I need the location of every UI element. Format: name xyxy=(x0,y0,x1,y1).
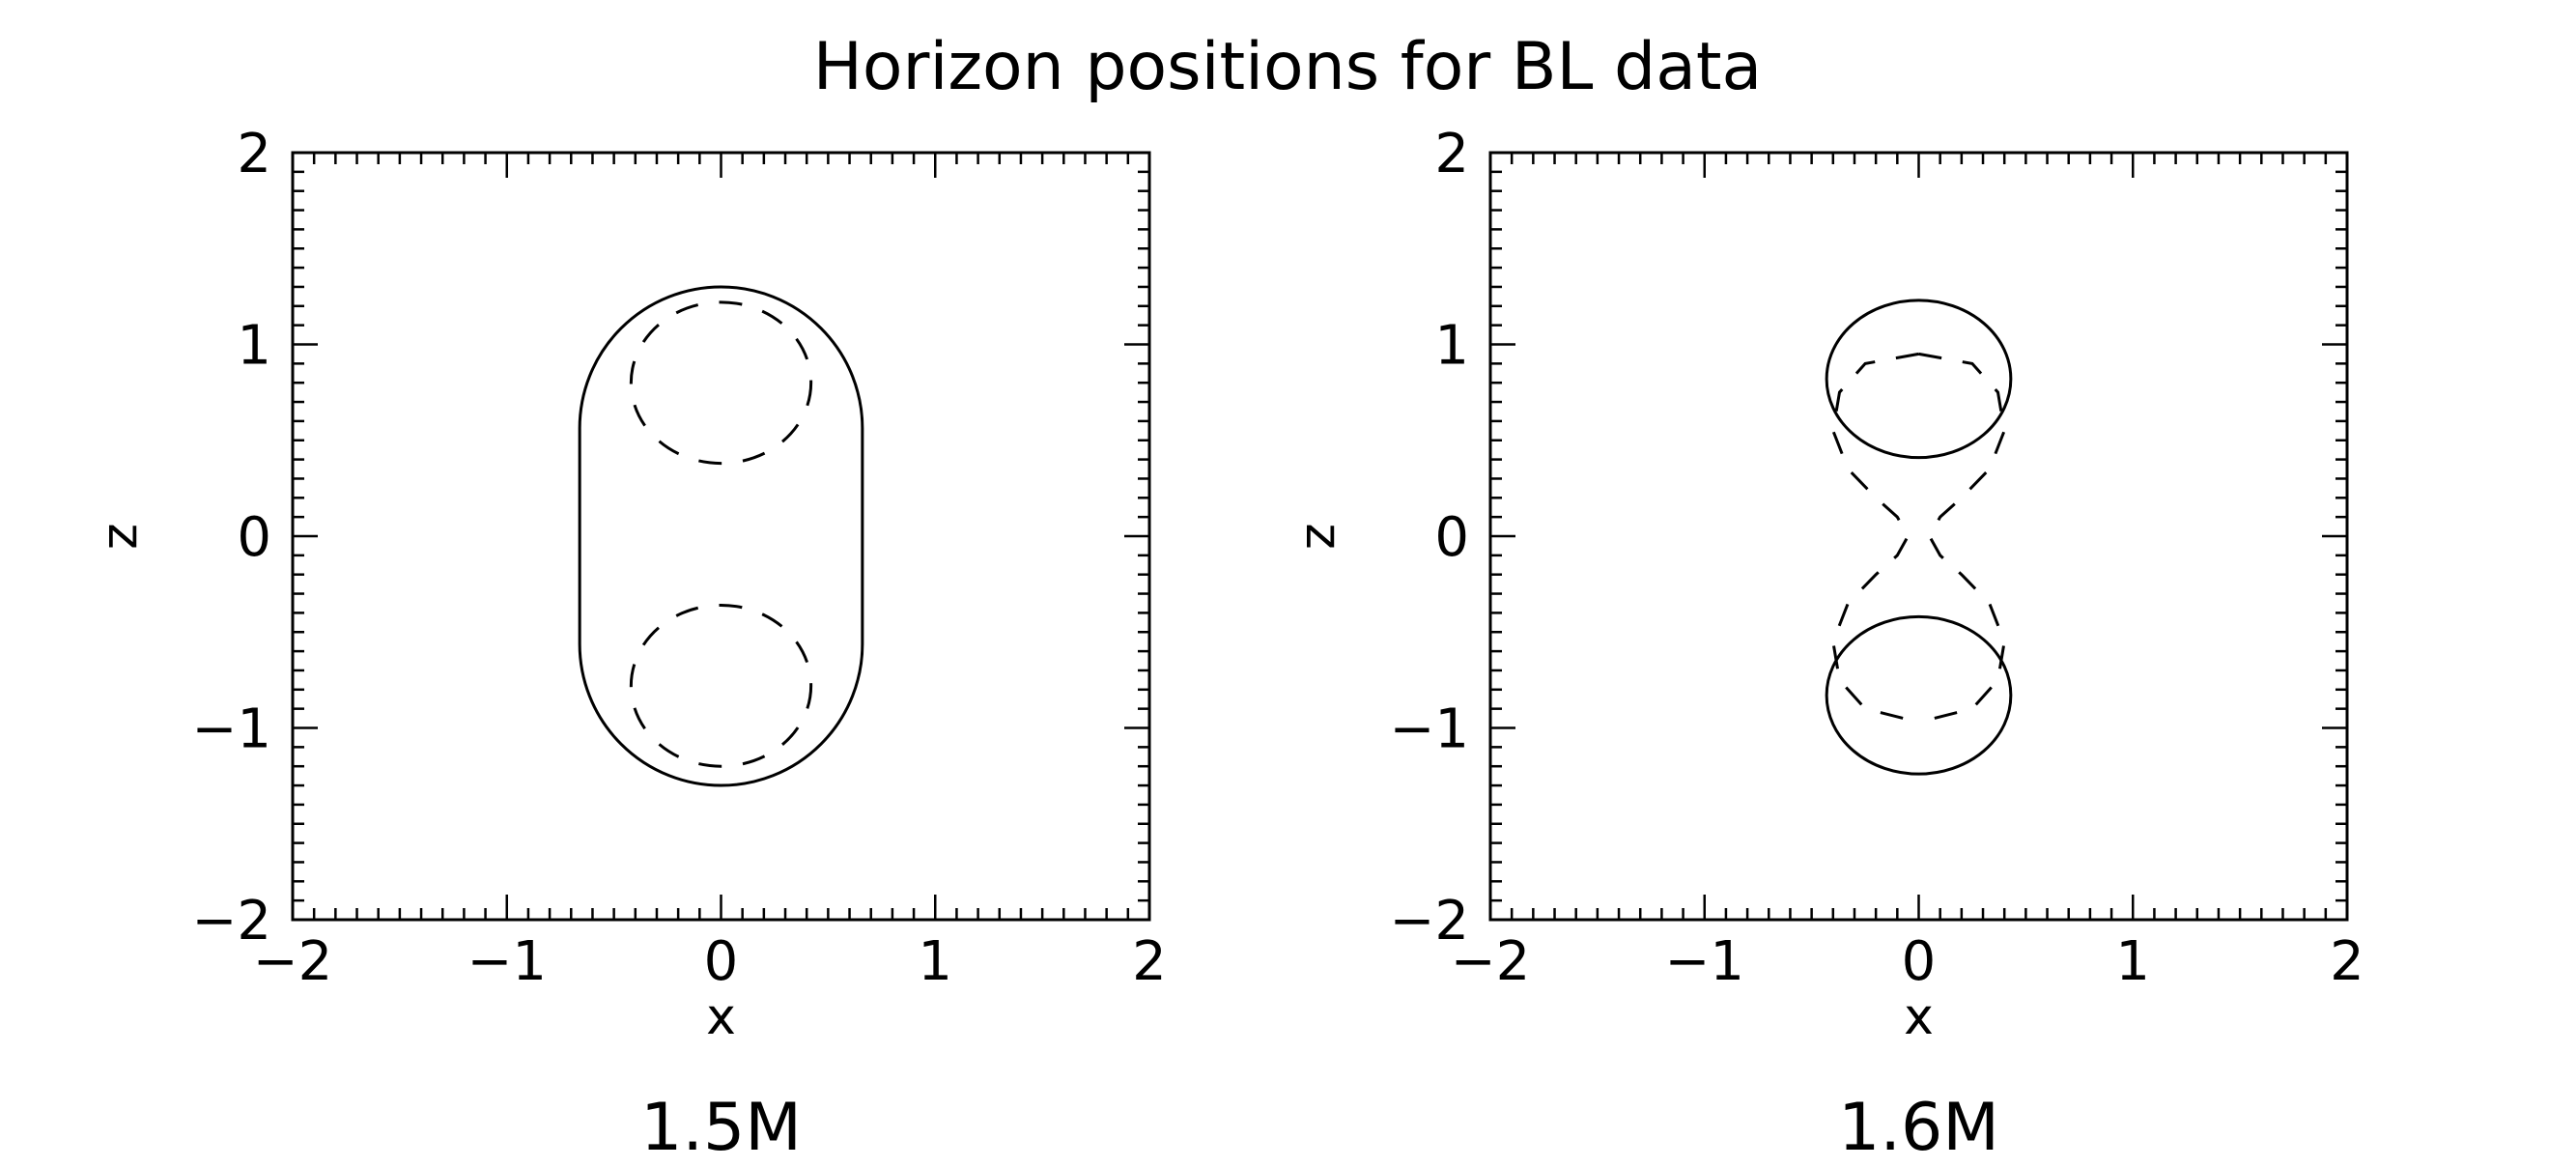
dashed-horizon-right xyxy=(1918,352,2006,724)
x-tick-label: −2 xyxy=(1451,930,1531,993)
y-tick-label: −2 xyxy=(191,890,271,953)
panel-caption: 1.6M xyxy=(1838,1090,1999,1166)
tick-marks xyxy=(1488,151,2349,922)
x-axis-label: x xyxy=(1904,988,1934,1046)
y-tick-label: −1 xyxy=(1389,698,1469,761)
y-tick-label: 0 xyxy=(1434,506,1469,569)
y-tick-label: 2 xyxy=(237,123,271,185)
x-tick-label: 1 xyxy=(918,930,952,993)
plot-frame xyxy=(291,151,1151,922)
x-tick-label: 1 xyxy=(2115,930,2150,993)
y-axis-label: z xyxy=(97,523,155,549)
panel-right: −2 −1 0 1 2 −2 −1 0 1 2 x z 1.6M xyxy=(1294,123,2364,1166)
x-tick-label: −2 xyxy=(253,930,333,993)
dashed-horizon xyxy=(629,300,813,466)
x-tick-label: 0 xyxy=(704,930,739,993)
y-tick-label: −2 xyxy=(1389,890,1469,953)
x-axis-label: x xyxy=(706,988,736,1046)
x-tick-label: −1 xyxy=(467,930,547,993)
x-tick-label: 2 xyxy=(1132,930,1167,993)
x-tick-label: 2 xyxy=(2330,930,2364,993)
solid-horizon xyxy=(1825,614,2013,776)
plot-frame xyxy=(1488,151,2349,922)
solid-horizon xyxy=(1825,299,2013,460)
solid-horizon xyxy=(578,285,864,787)
x-tick-label: −1 xyxy=(1664,930,1744,993)
y-tick-label: 2 xyxy=(1434,123,1469,185)
y-tick-label: 1 xyxy=(1434,315,1469,378)
y-axis-label: z xyxy=(1294,523,1352,549)
figure-title: Horizon positions for BL data xyxy=(813,29,1762,105)
panel-caption: 1.5M xyxy=(640,1090,802,1166)
x-tick-label: 0 xyxy=(1902,930,1937,993)
dashed-horizon-left xyxy=(1831,352,1919,724)
panel-left: −2 −1 0 1 2 −2 −1 0 1 2 x z 1.5M xyxy=(97,123,1167,1166)
y-tick-label: 1 xyxy=(237,315,271,378)
tick-marks xyxy=(291,151,1151,922)
y-tick-label: −1 xyxy=(191,698,271,761)
dashed-horizon xyxy=(629,603,813,768)
y-tick-label: 0 xyxy=(237,506,271,569)
